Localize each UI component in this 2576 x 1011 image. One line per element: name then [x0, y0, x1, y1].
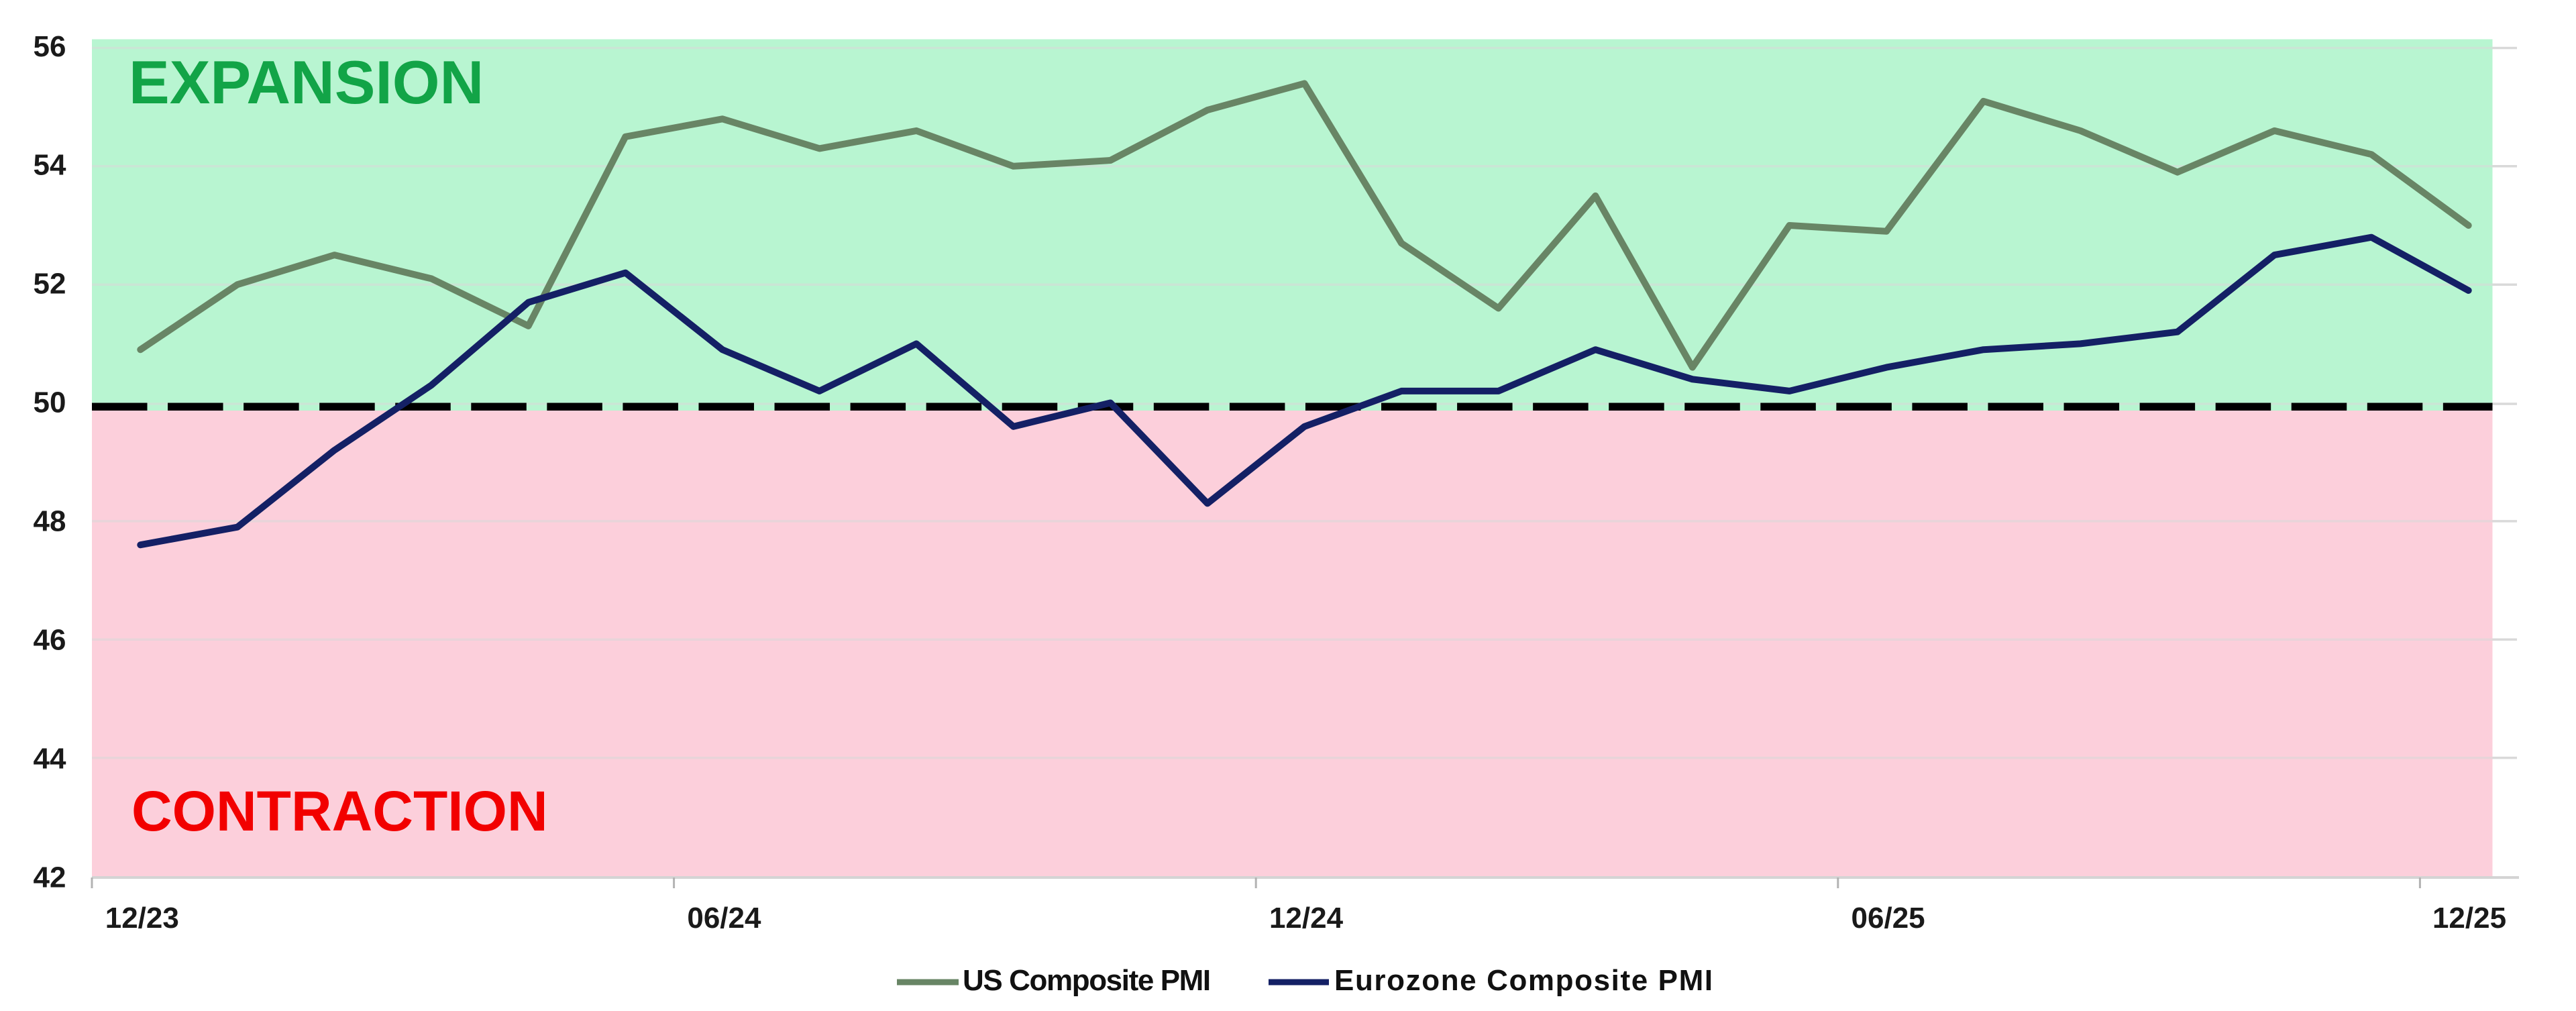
svg-text:54: 54: [34, 149, 66, 182]
svg-text:50: 50: [34, 386, 66, 419]
svg-text:Eurozone Composite PMI: Eurozone Composite PMI: [1334, 964, 1714, 997]
svg-text:EXPANSION: EXPANSION: [129, 49, 484, 117]
svg-text:06/25: 06/25: [1851, 902, 1925, 935]
svg-text:48: 48: [34, 505, 66, 538]
svg-text:12/24: 12/24: [1269, 902, 1344, 935]
svg-text:46: 46: [34, 623, 66, 656]
svg-text:56: 56: [34, 30, 66, 63]
svg-text:52: 52: [34, 268, 66, 301]
svg-text:US Composite PMI: US Composite PMI: [963, 964, 1210, 997]
svg-text:12/23: 12/23: [105, 902, 179, 935]
svg-text:CONTRACTION: CONTRACTION: [131, 780, 548, 843]
svg-text:12/25: 12/25: [2432, 902, 2506, 935]
svg-text:42: 42: [34, 861, 66, 894]
svg-text:06/24: 06/24: [687, 902, 761, 935]
svg-text:44: 44: [34, 742, 66, 775]
